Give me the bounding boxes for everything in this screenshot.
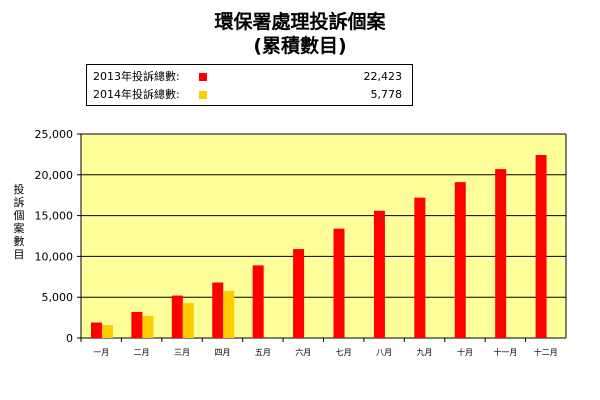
x-tick-label: 九月 (417, 348, 433, 357)
chart-title: 環保署處理投訴個案 (214, 11, 386, 33)
x-tick-label: 十一月 (493, 347, 517, 357)
y-tick-label: 25,000 (35, 128, 74, 141)
bar-2013 (212, 282, 224, 338)
x-tick-label: 五月 (255, 348, 271, 357)
x-tick-label: 八月 (376, 348, 392, 357)
y-tick-label: 5,000 (42, 291, 74, 304)
x-tick-label: 四月 (214, 348, 230, 357)
x-tick-label: 三月 (174, 348, 190, 357)
legend-entry-2014: 2014年投訴總數: 5,778 (87, 86, 412, 104)
bar-2013 (171, 295, 183, 338)
x-tick-label: 十二月 (534, 347, 558, 357)
x-tick-label: 七月 (336, 348, 352, 357)
bar-2014 (182, 302, 194, 338)
y-tick-label: 15,000 (35, 210, 74, 223)
legend-entry-2013: 2013年投訴總數: 22,423 (87, 68, 412, 86)
bar-2013 (293, 249, 305, 338)
legend-label-2013: 2013年投訴總數: (93, 70, 180, 83)
y-tick-label: 20,000 (35, 169, 74, 182)
legend-swatch-2013 (199, 73, 207, 81)
bar-2013 (252, 265, 264, 338)
bar-2014 (142, 315, 154, 338)
y-axis-label: 投訴個案數目 (13, 183, 25, 261)
x-tick-label: 六月 (295, 347, 311, 357)
bar-2013 (495, 169, 507, 338)
bar-2013 (373, 210, 385, 338)
chart-subtitle: (累積數目) (253, 35, 347, 57)
bar-2014 (223, 290, 235, 338)
bar-2013 (454, 182, 466, 338)
x-tick-label: 十月 (457, 347, 473, 357)
y-tick-label: 10,000 (35, 250, 74, 263)
bar-2013 (91, 322, 102, 338)
x-tick-label: 二月 (134, 348, 150, 357)
bar-2013 (414, 197, 426, 338)
y-tick-label: 0 (66, 332, 73, 345)
bar-2013 (131, 311, 143, 338)
plot-area (81, 134, 566, 338)
bar-2013 (535, 155, 547, 338)
bar-2013 (333, 228, 345, 338)
legend-total-2013: 22,423 (363, 70, 403, 83)
bar-2014 (102, 324, 113, 338)
legend-swatch-2014 (199, 91, 207, 99)
x-tick-label: 一月 (93, 348, 109, 357)
legend-total-2014: 5,778 (370, 88, 403, 101)
legend-label-2014: 2014年投訴總數: (93, 88, 180, 101)
legend: 2013年投訴總數: 22,423 2014年投訴總數: 5,778 (86, 64, 413, 106)
